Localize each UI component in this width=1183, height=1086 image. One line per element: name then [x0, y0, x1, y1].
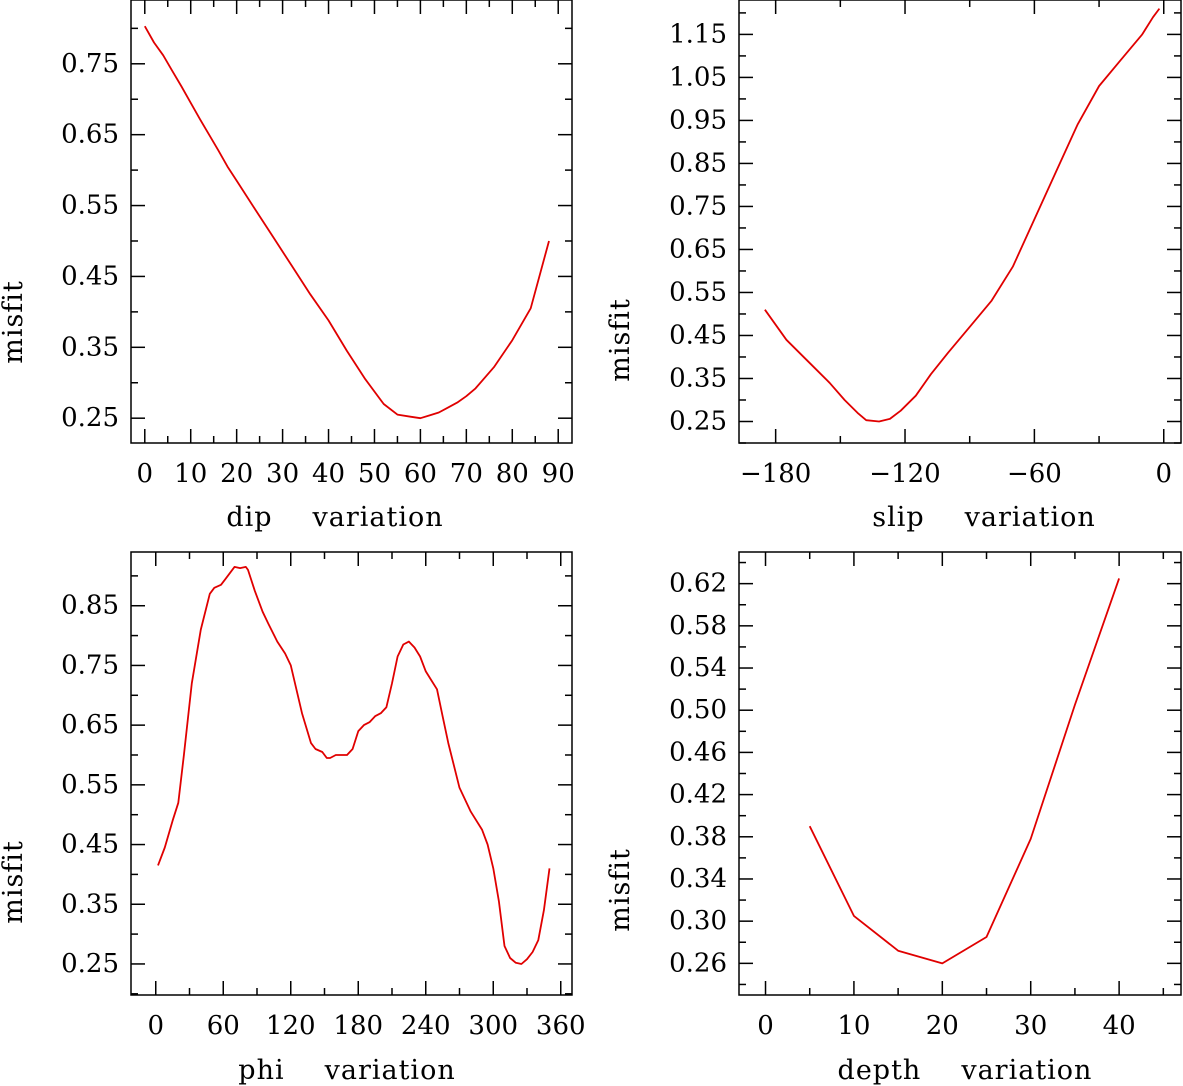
y-tick-label: 0.35	[669, 363, 727, 393]
x-tick-label: 10	[837, 1011, 870, 1041]
x-tick-label: 50	[358, 459, 391, 489]
y-tick-label: 0.25	[61, 949, 119, 979]
x-tick-label: −180	[740, 459, 811, 489]
y-tick-label: 0.26	[669, 948, 727, 978]
series-line-phi	[157, 566, 551, 965]
y-tick-label: 0.62	[669, 569, 727, 599]
series-line-dip	[144, 25, 550, 420]
x-tick-label: 120	[266, 1011, 316, 1041]
x-tick-label: 90	[542, 459, 575, 489]
x-tick-label: 0	[1155, 459, 1172, 489]
x-axis-label: dip variation	[226, 502, 443, 533]
y-tick-label: 0.95	[669, 105, 727, 135]
y-tick-label: 0.46	[669, 737, 727, 767]
x-tick-label: −60	[1007, 459, 1062, 489]
x-tick-label: 240	[401, 1011, 451, 1041]
y-tick-label: 0.55	[61, 191, 119, 221]
y-tick-label: 0.85	[61, 591, 119, 621]
x-tick-label: 40	[312, 459, 345, 489]
y-tick-label: 1.05	[669, 62, 727, 92]
y-tick-label: 0.75	[61, 650, 119, 680]
y-tick-label: 0.42	[669, 780, 727, 810]
x-tick-label: −120	[869, 459, 940, 489]
y-tick-label: 0.45	[669, 320, 727, 350]
y-tick-label: 0.55	[61, 770, 119, 800]
y-tick-label: 1.15	[669, 19, 727, 49]
y-tick-label: 0.25	[669, 406, 727, 436]
y-tick-label: 0.55	[669, 277, 727, 307]
x-tick-label: 40	[1103, 1011, 1136, 1041]
y-axis-label: misfit	[605, 848, 636, 932]
plot-frame	[738, 0, 1182, 444]
x-tick-label: 300	[468, 1011, 518, 1041]
x-tick-label: 0	[137, 459, 154, 489]
x-tick-label: 30	[1014, 1011, 1047, 1041]
y-tick-label: 0.65	[61, 710, 119, 740]
x-tick-label: 180	[333, 1011, 383, 1041]
x-axis-label: depth variation	[838, 1055, 1093, 1086]
y-tick-label: 0.54	[669, 653, 727, 683]
x-tick-label: 20	[926, 1011, 959, 1041]
x-tick-label: 70	[450, 459, 483, 489]
y-tick-label: 0.58	[669, 611, 727, 641]
x-tick-label: 60	[207, 1011, 240, 1041]
plot-frame	[130, 0, 573, 444]
series-line-slip	[764, 8, 1161, 423]
y-tick-label: 0.30	[669, 906, 727, 936]
x-axis-label: slip variation	[872, 502, 1096, 533]
y-tick-label: 0.45	[61, 261, 119, 291]
y-tick-label: 0.75	[669, 191, 727, 221]
x-tick-label: 80	[496, 459, 529, 489]
panel-1: 0 10 20 30 40 50 60 70 80 90 0.25 0.35 0.45 0.55 0.65 0…	[0, 0, 575, 533]
y-tick-label: 0.65	[61, 120, 119, 150]
y-tick-label: 0.38	[669, 822, 727, 852]
x-tick-label: 60	[404, 459, 437, 489]
y-tick-label: 0.75	[61, 49, 119, 79]
y-tick-label: 0.50	[669, 695, 727, 725]
y-tick-label: 0.65	[669, 234, 727, 264]
x-tick-label: 10	[174, 459, 207, 489]
y-tick-label: 0.35	[61, 889, 119, 919]
panel-2: −180 −120 −60 0 0.25 0.35 0.45 0.55 0.65 0.75 0.85…	[605, 0, 1182, 533]
y-axis-label: misfit	[605, 298, 636, 382]
x-tick-label: 0	[147, 1011, 164, 1041]
panel-4: 0 10 20 30 40 0.26 0.30 0.34 0.38 0.42 0.46 0.50 0.5…	[605, 551, 1182, 1086]
y-tick-label: 0.85	[669, 148, 727, 178]
y-axis-label: misfit	[0, 840, 29, 924]
y-tick-label: 0.35	[61, 332, 119, 362]
series-line-depth	[808, 578, 1120, 965]
y-tick-label: 0.25	[61, 403, 119, 433]
y-axis-label: misfit	[0, 280, 29, 364]
x-tick-label: 30	[266, 459, 299, 489]
x-tick-label: 360	[536, 1011, 586, 1041]
panel-3: 0 60 120 180 240 300 360 0.25 0.35 0.45 0.55 0.65 0.…	[0, 551, 586, 1086]
x-axis-label: phi variation	[238, 1055, 455, 1086]
plot-frame	[738, 551, 1182, 996]
plot-frame	[130, 551, 573, 996]
x-tick-label: 20	[220, 459, 253, 489]
y-tick-label: 0.34	[669, 864, 727, 894]
x-tick-label: 0	[757, 1011, 774, 1041]
y-tick-label: 0.45	[61, 830, 119, 860]
